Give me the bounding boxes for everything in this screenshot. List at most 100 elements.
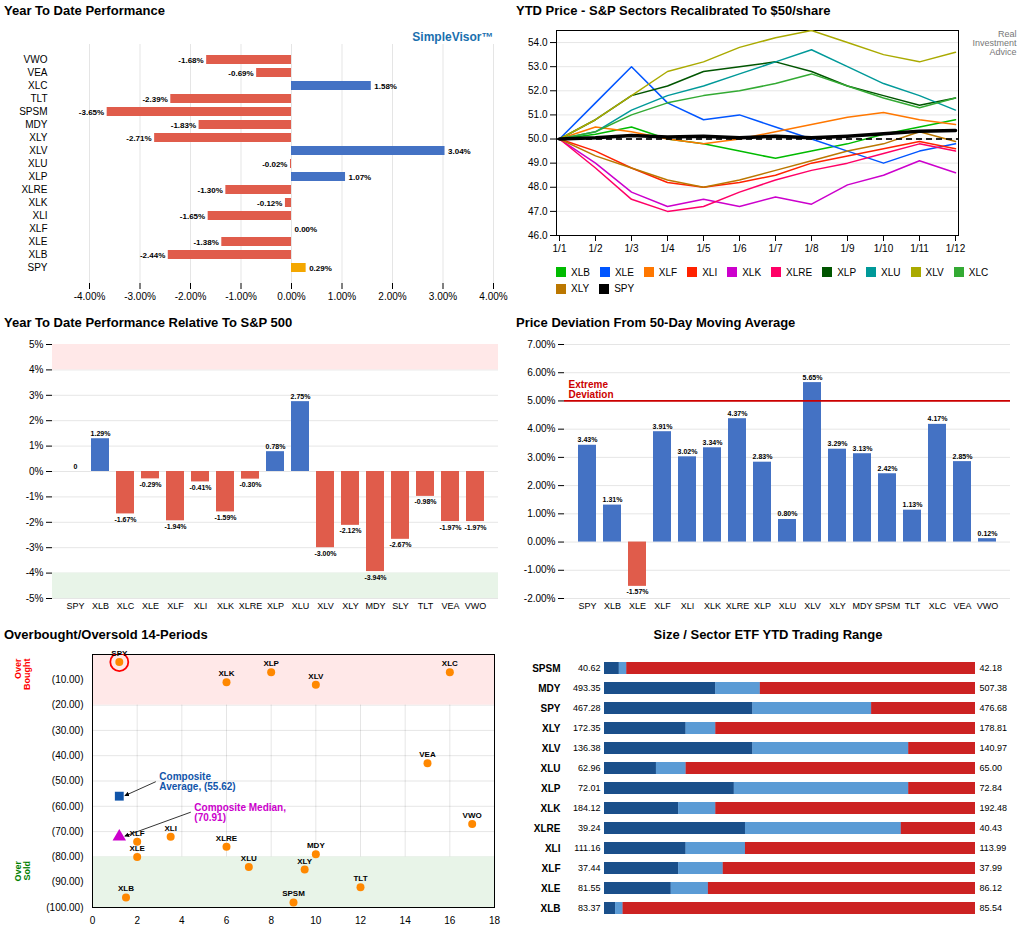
svg-text:XLV: XLV — [29, 145, 47, 156]
svg-text:-0.69%: -0.69% — [228, 69, 253, 78]
svg-text:4.17%: 4.17% — [928, 415, 949, 422]
svg-text:-2.44%: -2.44% — [140, 251, 165, 260]
svg-text:507.38: 507.38 — [980, 683, 1008, 693]
svg-text:XLB: XLB — [118, 884, 134, 893]
svg-text:136.38: 136.38 — [573, 743, 601, 753]
svg-text:2.00%: 2.00% — [527, 480, 555, 491]
svg-text:XLC: XLC — [28, 80, 47, 91]
svg-text:(10.00): (10.00) — [52, 674, 84, 685]
svg-text:VWO: VWO — [977, 601, 999, 611]
svg-text:MDY: MDY — [307, 841, 325, 850]
svg-text:XLF: XLF — [167, 601, 184, 611]
svg-text:-0.02%: -0.02% — [262, 160, 287, 169]
svg-text:-2.00%: -2.00% — [524, 593, 556, 604]
svg-text:12: 12 — [355, 915, 367, 926]
svg-text:MDY: MDY — [853, 601, 873, 611]
svg-text:XLI: XLI — [545, 843, 561, 854]
svg-text:1.31%: 1.31% — [603, 496, 624, 503]
svg-text:10: 10 — [310, 915, 322, 926]
svg-text:3.00%: 3.00% — [429, 291, 457, 302]
svg-text:8: 8 — [268, 915, 274, 926]
svg-text:SPSM: SPSM — [875, 601, 901, 611]
svg-text:SPSM: SPSM — [19, 106, 47, 117]
svg-text:37.44: 37.44 — [578, 863, 601, 873]
svg-text:OverBought: OverBought — [13, 658, 32, 690]
svg-text:-3%: -3% — [26, 542, 44, 553]
svg-text:1/2: 1/2 — [589, 243, 603, 254]
svg-text:4.37%: 4.37% — [728, 410, 749, 417]
svg-text:1/11: 1/11 — [910, 243, 929, 254]
svg-text:SPSM: SPSM — [282, 889, 305, 898]
svg-text:SPSM: SPSM — [532, 663, 560, 674]
svg-text:3.00%: 3.00% — [527, 452, 555, 463]
svg-text:XLY: XLY — [342, 601, 358, 611]
svg-text:0.80%: 0.80% — [778, 510, 799, 517]
svg-text:XLU: XLU — [28, 158, 47, 169]
svg-text:XLF: XLF — [29, 223, 47, 234]
svg-text:1/4: 1/4 — [661, 243, 675, 254]
svg-text:-4%: -4% — [26, 567, 44, 578]
svg-text:XLV: XLV — [542, 743, 561, 754]
svg-text:4.00%: 4.00% — [479, 291, 507, 302]
svg-text:62.96: 62.96 — [578, 763, 601, 773]
svg-text:-0.12%: -0.12% — [257, 199, 282, 208]
svg-text:47.0: 47.0 — [528, 206, 548, 217]
svg-text:18: 18 — [489, 915, 501, 926]
svg-text:83.37: 83.37 — [578, 903, 601, 913]
svg-text:72.84: 72.84 — [980, 783, 1003, 793]
svg-text:-3.94%: -3.94% — [364, 574, 387, 581]
svg-text:SPY: SPY — [540, 703, 560, 714]
svg-text:XLY: XLY — [297, 857, 312, 866]
svg-text:1.29%: 1.29% — [91, 430, 112, 437]
svg-text:XLV: XLV — [308, 672, 324, 681]
svg-text:XLRE: XLRE — [239, 601, 263, 611]
svg-text:VEA: VEA — [441, 601, 459, 611]
svg-text:XLRE: XLRE — [21, 184, 47, 195]
svg-text:192.48: 192.48 — [980, 803, 1008, 813]
svg-text:5%: 5% — [29, 339, 44, 350]
svg-text:-1.94%: -1.94% — [164, 523, 187, 530]
svg-text:178.81: 178.81 — [980, 723, 1008, 733]
svg-text:Composite Median,(70.91): Composite Median,(70.91) — [194, 802, 286, 823]
svg-text:5.00%: 5.00% — [527, 395, 555, 406]
svg-text:XLV: XLV — [317, 601, 333, 611]
svg-text:XLRE: XLRE — [216, 834, 238, 843]
svg-text:-2.00%: -2.00% — [175, 291, 207, 302]
svg-text:-1.68%: -1.68% — [178, 56, 203, 65]
svg-text:SPY: SPY — [111, 649, 128, 658]
svg-text:3.34%: 3.34% — [703, 439, 724, 446]
svg-text:1/6: 1/6 — [733, 243, 747, 254]
svg-text:0.00%: 0.00% — [277, 291, 305, 302]
svg-text:XLP: XLP — [29, 171, 48, 182]
svg-text:0.00%: 0.00% — [295, 225, 318, 234]
svg-text:-1.30%: -1.30% — [197, 186, 222, 195]
svg-text:ExtremeDeviation: ExtremeDeviation — [569, 379, 614, 400]
svg-text:-0.98%: -0.98% — [414, 498, 437, 505]
svg-text:(60.00): (60.00) — [52, 801, 84, 812]
svg-text:MDY: MDY — [538, 683, 561, 694]
svg-text:XLP: XLP — [263, 659, 279, 668]
svg-text:VWO: VWO — [463, 811, 482, 820]
svg-text:51.0: 51.0 — [528, 109, 548, 120]
svg-text:VWO: VWO — [465, 601, 487, 611]
svg-text:(50.00): (50.00) — [52, 775, 84, 786]
svg-text:VEA: VEA — [419, 750, 436, 759]
svg-text:XLC: XLC — [442, 659, 458, 668]
svg-text:XLK: XLK — [217, 601, 234, 611]
svg-text:XLE: XLE — [629, 601, 646, 611]
svg-text:-5%: -5% — [26, 593, 44, 604]
svg-text:48.0: 48.0 — [528, 181, 548, 192]
svg-text:-1%: -1% — [26, 491, 44, 502]
svg-text:40.43: 40.43 — [980, 823, 1003, 833]
svg-text:42.18: 42.18 — [980, 663, 1003, 673]
svg-text:XLK: XLK — [541, 803, 562, 814]
svg-text:XLRE: XLRE — [534, 823, 561, 834]
svg-text:3.02%: 3.02% — [678, 448, 699, 455]
svg-text:XLB: XLB — [29, 249, 48, 260]
svg-text:113.99: 113.99 — [980, 843, 1007, 853]
svg-text:53.0: 53.0 — [528, 61, 548, 72]
svg-text:1.58%: 1.58% — [374, 82, 397, 91]
svg-text:-1.97%: -1.97% — [439, 524, 462, 531]
svg-text:XLU: XLU — [779, 601, 797, 611]
svg-text:XLV: XLV — [804, 601, 820, 611]
